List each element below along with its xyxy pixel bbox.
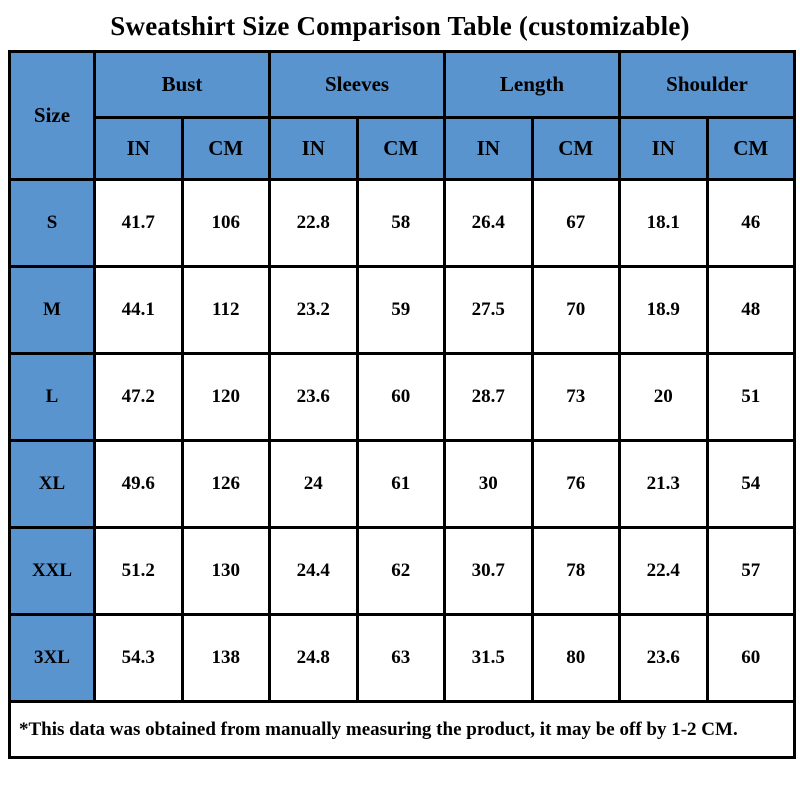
group-header-row: Size Bust Sleeves Length Shoulder bbox=[8, 50, 797, 181]
measurement-cell: 78 bbox=[530, 526, 622, 616]
table-row: XL 49.6 126 24 61 30 76 21.3 54 bbox=[8, 439, 797, 529]
measurement-cell: 46 bbox=[705, 178, 797, 268]
measurement-cell: 48 bbox=[705, 265, 797, 355]
table-row: S 41.7 106 22.8 58 26.4 67 18.1 46 bbox=[8, 178, 797, 268]
group-header-length: Length bbox=[443, 50, 622, 119]
measurement-cell: 18.9 bbox=[618, 265, 709, 355]
measurement-cell: 61 bbox=[355, 439, 447, 529]
unit-header: CM bbox=[180, 116, 272, 181]
unit-header: CM bbox=[530, 116, 622, 181]
table-body: S 41.7 106 22.8 58 26.4 67 18.1 46 M 44.… bbox=[8, 178, 797, 703]
measurement-cell: 59 bbox=[355, 265, 447, 355]
size-comparison-table: Size Bust Sleeves Length Shoulder IN CM … bbox=[7, 50, 797, 759]
measurement-cell: 130 bbox=[180, 526, 272, 616]
measurement-cell: 80 bbox=[530, 613, 622, 703]
unit-header-row: IN CM IN CM IN CM IN CM bbox=[10, 116, 797, 181]
measurement-cell: 73 bbox=[530, 352, 622, 442]
measurement-cell: 120 bbox=[180, 352, 272, 442]
measurement-cell: 30 bbox=[443, 439, 534, 529]
row-size-label: M bbox=[8, 265, 96, 355]
measurement-cell: 112 bbox=[180, 265, 272, 355]
measurement-cell: 26.4 bbox=[443, 178, 534, 268]
measurement-cell: 24.8 bbox=[268, 613, 359, 703]
page-title: Sweatshirt Size Comparison Table (custom… bbox=[110, 11, 690, 41]
measurement-cell: 63 bbox=[355, 613, 447, 703]
measurement-cell: 22.4 bbox=[618, 526, 709, 616]
measurement-cell: 23.2 bbox=[268, 265, 359, 355]
measurement-cell: 49.6 bbox=[93, 439, 184, 529]
footnote-row: *This data was obtained from manually me… bbox=[7, 700, 797, 759]
table-footer: *This data was obtained from manually me… bbox=[7, 700, 797, 759]
measurement-cell: 24 bbox=[268, 439, 359, 529]
table-row: XXL 51.2 130 24.4 62 30.7 78 22.4 57 bbox=[8, 526, 797, 616]
table-row: M 44.1 112 23.2 59 27.5 70 18.9 48 bbox=[8, 265, 797, 355]
measurement-cell: 47.2 bbox=[93, 352, 184, 442]
table-header: Size Bust Sleeves Length Shoulder IN CM … bbox=[8, 50, 797, 181]
row-size-label: 3XL bbox=[8, 613, 96, 703]
row-size-label: L bbox=[8, 352, 96, 442]
measurement-cell: 67 bbox=[530, 178, 622, 268]
row-size-label: XXL bbox=[8, 526, 96, 616]
unit-header: IN bbox=[268, 116, 359, 181]
unit-header: CM bbox=[705, 116, 797, 181]
measurement-cell: 54.3 bbox=[93, 613, 184, 703]
size-column-header: Size bbox=[8, 50, 96, 181]
footnote: *This data was obtained from manually me… bbox=[7, 700, 797, 759]
measurement-cell: 60 bbox=[355, 352, 447, 442]
unit-header: IN bbox=[618, 116, 709, 181]
unit-header: CM bbox=[355, 116, 447, 181]
row-size-label: S bbox=[8, 178, 96, 268]
group-header-bust: Bust bbox=[92, 50, 272, 119]
measurement-cell: 30.7 bbox=[443, 526, 534, 616]
measurement-cell: 24.4 bbox=[268, 526, 359, 616]
measurement-cell: 23.6 bbox=[618, 613, 709, 703]
measurement-cell: 18.1 bbox=[618, 178, 709, 268]
measurement-cell: 54 bbox=[705, 439, 797, 529]
measurement-cell: 106 bbox=[180, 178, 272, 268]
measurement-cell: 31.5 bbox=[443, 613, 534, 703]
row-size-label: XL bbox=[8, 439, 96, 529]
measurement-cell: 51.2 bbox=[93, 526, 184, 616]
measurement-cell: 21.3 bbox=[618, 439, 709, 529]
table-row: L 47.2 120 23.6 60 28.7 73 20 51 bbox=[8, 352, 797, 442]
measurement-cell: 27.5 bbox=[443, 265, 534, 355]
table-row: 3XL 54.3 138 24.8 63 31.5 80 23.6 60 bbox=[8, 613, 797, 703]
measurement-cell: 51 bbox=[705, 352, 797, 442]
measurement-cell: 28.7 bbox=[443, 352, 534, 442]
unit-header: IN bbox=[93, 116, 184, 181]
measurement-cell: 23.6 bbox=[268, 352, 359, 442]
measurement-cell: 44.1 bbox=[93, 265, 184, 355]
group-header-sleeves: Sleeves bbox=[268, 50, 447, 119]
measurement-cell: 126 bbox=[180, 439, 272, 529]
group-header-shoulder: Shoulder bbox=[618, 50, 797, 119]
measurement-cell: 70 bbox=[530, 265, 622, 355]
measurement-cell: 20 bbox=[618, 352, 709, 442]
unit-header: IN bbox=[443, 116, 534, 181]
measurement-cell: 60 bbox=[705, 613, 797, 703]
measurement-cell: 22.8 bbox=[268, 178, 359, 268]
measurement-cell: 62 bbox=[355, 526, 447, 616]
measurement-cell: 58 bbox=[355, 178, 447, 268]
measurement-cell: 41.7 bbox=[93, 178, 184, 268]
measurement-cell: 57 bbox=[705, 526, 797, 616]
measurement-cell: 138 bbox=[180, 613, 272, 703]
measurement-cell: 76 bbox=[530, 439, 622, 529]
